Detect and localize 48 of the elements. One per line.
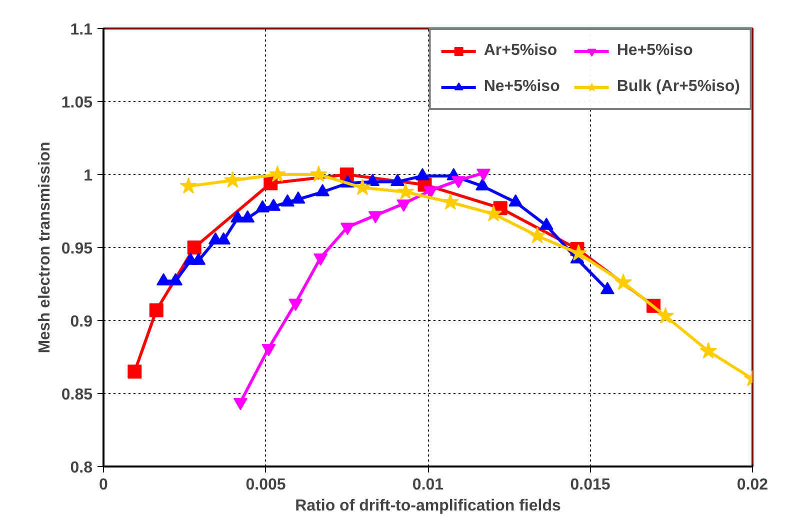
point	[291, 191, 306, 204]
point	[149, 303, 164, 318]
point	[415, 168, 430, 180]
legend-label: Ar+5%iso	[484, 41, 558, 61]
y-tick-label: 1.1	[70, 22, 93, 38]
point	[600, 282, 614, 294]
y-tick-label: 1.05	[61, 94, 93, 112]
point	[266, 198, 281, 211]
point	[570, 244, 588, 261]
legend-label: He+5%iso	[616, 41, 693, 61]
y-tick-label: 1	[84, 168, 93, 184]
point	[187, 240, 202, 254]
point	[280, 194, 294, 206]
point	[256, 200, 270, 212]
point	[168, 273, 183, 286]
y-tick-label: 0.8	[70, 460, 93, 476]
point	[128, 364, 142, 379]
x-tick-label: 0.015	[570, 476, 610, 494]
point	[476, 178, 490, 190]
y-axis-title: Mesh electron transmission	[36, 142, 54, 354]
point	[310, 166, 328, 182]
x-tick-label: 0	[99, 476, 108, 494]
point	[224, 171, 242, 188]
y-tick-label: 0.85	[61, 386, 93, 404]
x-tick-label: 0.01	[412, 476, 444, 494]
point	[539, 218, 554, 230]
point	[192, 252, 206, 265]
point	[442, 193, 459, 210]
x-tick-label: 0.005	[246, 476, 286, 494]
point	[656, 307, 674, 324]
point	[156, 273, 171, 286]
legend-label: Ne+5%iso	[484, 77, 560, 97]
legend-label: Bulk (Ar+5%iso)	[616, 77, 740, 97]
y-tick-label: 0.9	[70, 314, 93, 330]
x-tick-label: 0.02	[736, 476, 768, 494]
point	[508, 194, 523, 206]
y-tick-label: 0.95	[61, 240, 93, 258]
point	[484, 204, 502, 222]
point	[268, 166, 286, 182]
point	[700, 342, 717, 359]
point	[180, 177, 198, 194]
point	[528, 226, 546, 244]
point	[614, 274, 632, 290]
point	[316, 184, 330, 196]
x-axis-title: Ratio of drift-to-amplification fields	[295, 498, 561, 514]
point	[390, 174, 404, 186]
point	[397, 183, 414, 200]
point	[366, 174, 380, 186]
